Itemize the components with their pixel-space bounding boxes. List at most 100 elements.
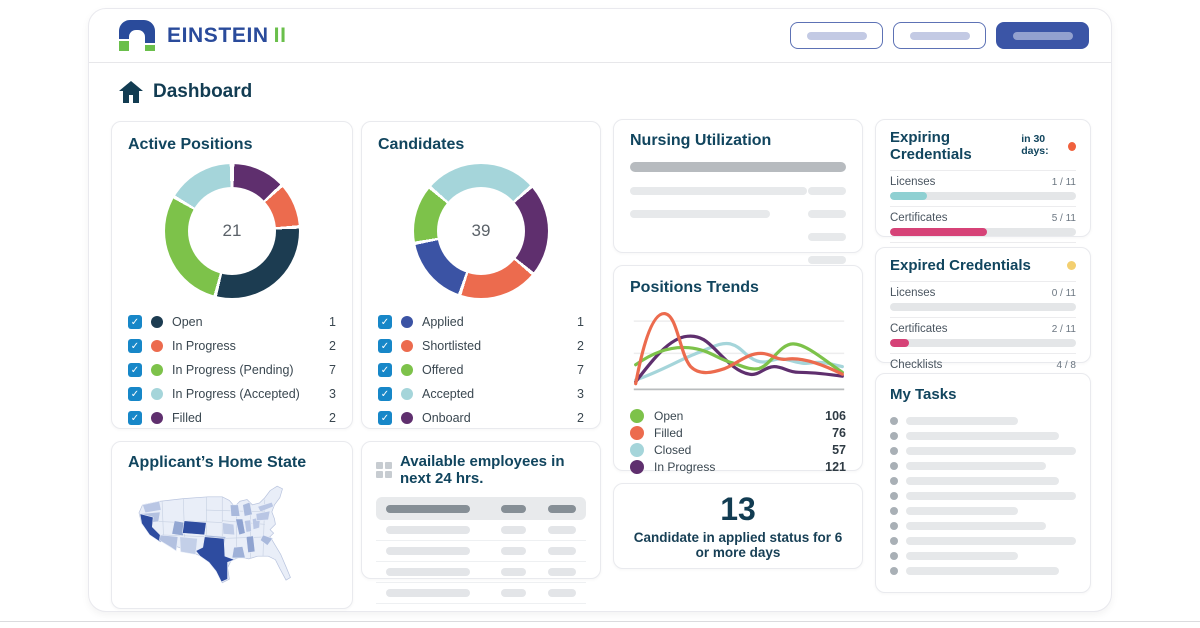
- bullet-icon: [890, 536, 898, 545]
- card-title: Candidates: [378, 136, 465, 153]
- legend-color-dot: [401, 412, 413, 424]
- bullet-icon: [890, 461, 898, 470]
- legend-label: Filled: [654, 425, 683, 440]
- checkbox-checked[interactable]: [378, 339, 392, 353]
- legend-color-dot: [630, 425, 644, 440]
- legend-color-dot: [151, 412, 163, 424]
- credential-row: Certificates 5 / 11: [890, 206, 1076, 242]
- legend-value: 106: [825, 408, 846, 423]
- skeleton-bar: [500, 589, 526, 597]
- table-header-skeleton: [376, 497, 586, 520]
- status-dot: [1068, 141, 1076, 151]
- legend-label: Open: [172, 315, 203, 329]
- skeleton-bar: [906, 476, 1059, 485]
- legend-item: In Progress 2: [128, 334, 336, 358]
- line-in-progress: [634, 334, 844, 384]
- credential-count: 0 / 11: [1051, 287, 1076, 299]
- checkbox-checked[interactable]: [378, 315, 392, 329]
- skeleton-row: [630, 210, 846, 218]
- credential-count: 1 / 11: [1051, 176, 1076, 188]
- button-placeholder-bar: [909, 31, 970, 40]
- skeleton-bar: [547, 568, 576, 576]
- skeleton-bar: [906, 491, 1076, 500]
- bullet-icon: [890, 521, 898, 530]
- legend-item: Accepted 3: [378, 382, 584, 406]
- skeleton-bar: [906, 506, 1018, 515]
- checkbox-checked[interactable]: [128, 363, 142, 377]
- button-placeholder-bar: [806, 31, 867, 40]
- checkbox-checked[interactable]: [128, 315, 142, 329]
- header-button-primary[interactable]: [996, 22, 1089, 49]
- donut-legend: Open 1 In Progress 2 In Progress (Pendin…: [128, 310, 336, 430]
- legend-color-dot: [151, 388, 163, 400]
- skeleton-bar: [547, 526, 576, 534]
- skeleton-bar: [906, 416, 1018, 425]
- legend-item: Closed 57: [630, 441, 846, 458]
- credential-label: Licenses: [890, 176, 936, 188]
- checkbox-checked[interactable]: [378, 411, 392, 425]
- checkbox-checked[interactable]: [128, 339, 142, 353]
- card-title: Expired Credentials: [890, 257, 1031, 274]
- legend-label: Open: [654, 408, 684, 423]
- credential-row: Certificates 2 / 11: [890, 317, 1076, 353]
- card-expired-credentials: Expired Credentials Licenses 0 / 11 Certi…: [875, 247, 1091, 383]
- credential-label: Licenses: [890, 287, 936, 299]
- legend-value: 1: [329, 315, 336, 329]
- card-my-tasks: My Tasks: [875, 373, 1091, 593]
- skeleton-bar: [808, 233, 846, 241]
- legend-item: Shortlisted 2: [378, 334, 584, 358]
- skeleton-row: [630, 256, 846, 264]
- page-title: Dashboard: [153, 81, 253, 102]
- checkbox-checked[interactable]: [128, 411, 142, 425]
- legend-item: Open 106: [630, 407, 846, 424]
- skeleton-bar: [386, 504, 470, 513]
- checkbox-checked[interactable]: [128, 387, 142, 401]
- card-title: Applicant’s Home State: [128, 454, 307, 471]
- legend-label: In Progress: [172, 339, 236, 353]
- task-item: [890, 473, 1076, 488]
- checkbox-checked[interactable]: [378, 387, 392, 401]
- progress-bar: [890, 339, 1076, 347]
- legend-value: 7: [577, 363, 584, 377]
- credential-row: Licenses 1 / 11: [890, 170, 1076, 206]
- bullet-icon: [890, 491, 898, 500]
- credential-label: Certificates: [890, 212, 948, 224]
- header-button-2[interactable]: [893, 22, 986, 49]
- legend-value: 1: [577, 315, 584, 329]
- candidates-donut-chart[interactable]: 39: [414, 164, 548, 298]
- legend-value: 2: [577, 339, 584, 353]
- active-positions-donut-chart[interactable]: 21: [165, 164, 299, 298]
- skeleton-bar: [386, 568, 470, 576]
- progress-bar: [890, 303, 1076, 311]
- card-header: Expiring Credentials in 30 days:: [890, 129, 1076, 170]
- card-title: Active Positions: [128, 136, 253, 153]
- legend-label: Onboard: [422, 411, 471, 425]
- table-row-skeleton: [376, 541, 586, 562]
- positions-trends-line-chart[interactable]: [630, 305, 848, 397]
- legend-color-dot: [630, 442, 644, 457]
- legend-color-dot: [151, 340, 163, 352]
- credential-row: Licenses 0 / 11: [890, 281, 1076, 317]
- skeleton-bar: [500, 504, 526, 513]
- task-item: [890, 458, 1076, 473]
- card-positions-trends: Positions Trends Open 106 Filled: [613, 265, 863, 474]
- checkbox-checked[interactable]: [378, 363, 392, 377]
- task-item: [890, 488, 1076, 503]
- skeleton-bar: [547, 589, 576, 597]
- legend-item: Offered 7: [378, 358, 584, 382]
- credential-label: Certificates: [890, 323, 948, 335]
- card-applicants-home-state: Applicant’s Home State: [111, 441, 353, 609]
- header-button-1[interactable]: [790, 22, 883, 49]
- card-title: Positions Trends: [630, 279, 759, 296]
- skeleton-bar: [906, 551, 1018, 560]
- legend-item: Applied 1: [378, 310, 584, 334]
- legend-item: Onboard 2: [378, 406, 584, 430]
- task-item: [890, 443, 1076, 458]
- bullet-icon: [890, 446, 898, 455]
- skeleton-bar: [808, 210, 846, 218]
- legend-label: In Progress (Pending): [172, 363, 294, 377]
- tasks-list: [890, 413, 1076, 578]
- metric-value: 13: [720, 490, 756, 527]
- us-choropleth-map[interactable]: [129, 480, 335, 604]
- task-item: [890, 548, 1076, 563]
